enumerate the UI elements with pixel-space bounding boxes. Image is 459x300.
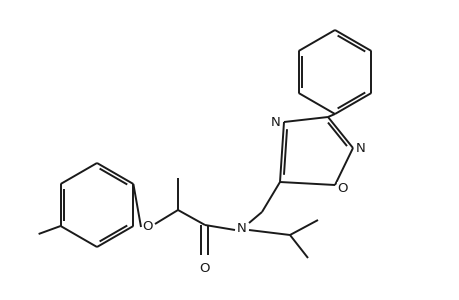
Text: N: N bbox=[355, 142, 365, 154]
Text: O: O bbox=[337, 182, 347, 196]
Text: N: N bbox=[236, 221, 246, 235]
Text: O: O bbox=[199, 262, 210, 275]
Text: O: O bbox=[142, 220, 153, 233]
Text: N: N bbox=[270, 116, 280, 128]
